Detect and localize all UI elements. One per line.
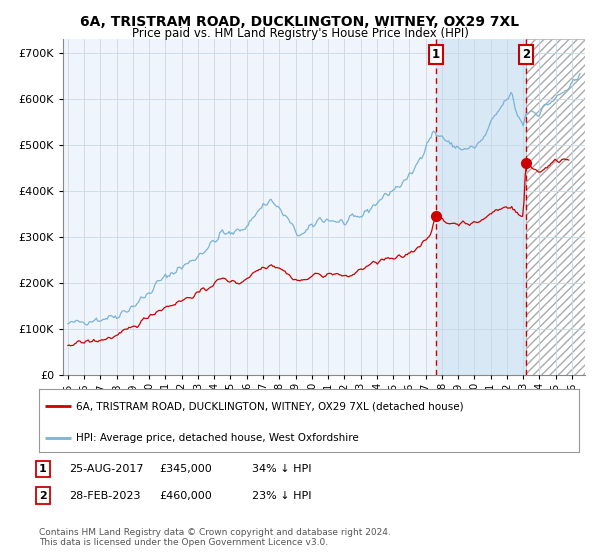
Text: 2: 2 — [39, 491, 47, 501]
Bar — [526, 39, 600, 375]
Text: £345,000: £345,000 — [159, 464, 212, 474]
Text: 6A, TRISTRAM ROAD, DUCKLINGTON, WITNEY, OX29 7XL (detached house): 6A, TRISTRAM ROAD, DUCKLINGTON, WITNEY, … — [76, 401, 463, 411]
Text: 34% ↓ HPI: 34% ↓ HPI — [252, 464, 311, 474]
Text: 1: 1 — [432, 48, 440, 61]
Bar — [436, 39, 526, 375]
Text: 25-AUG-2017: 25-AUG-2017 — [69, 464, 143, 474]
Text: £460,000: £460,000 — [159, 491, 212, 501]
Text: Price paid vs. HM Land Registry's House Price Index (HPI): Price paid vs. HM Land Registry's House … — [131, 27, 469, 40]
Text: 28-FEB-2023: 28-FEB-2023 — [69, 491, 140, 501]
Text: HPI: Average price, detached house, West Oxfordshire: HPI: Average price, detached house, West… — [76, 433, 358, 443]
Text: 1: 1 — [39, 464, 47, 474]
Text: 6A, TRISTRAM ROAD, DUCKLINGTON, WITNEY, OX29 7XL: 6A, TRISTRAM ROAD, DUCKLINGTON, WITNEY, … — [80, 15, 520, 29]
Text: Contains HM Land Registry data © Crown copyright and database right 2024.
This d: Contains HM Land Registry data © Crown c… — [39, 528, 391, 547]
Text: 23% ↓ HPI: 23% ↓ HPI — [252, 491, 311, 501]
Text: 2: 2 — [522, 48, 530, 61]
